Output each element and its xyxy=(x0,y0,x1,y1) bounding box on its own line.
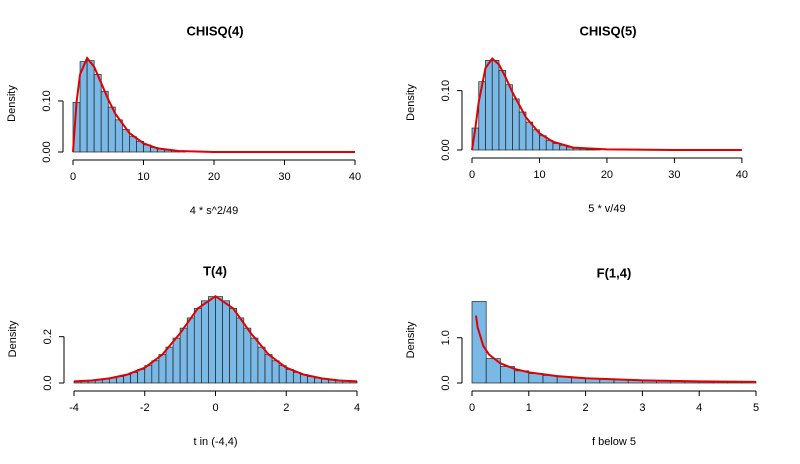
histogram-bar xyxy=(129,136,137,153)
histogram-bar xyxy=(552,143,561,151)
y-tick-label: 0.00 xyxy=(41,141,53,162)
density-curve xyxy=(72,56,355,153)
x-tick-label: 5 xyxy=(753,402,759,414)
histogram-bar xyxy=(518,111,527,151)
histogram-bar xyxy=(186,317,195,384)
x-axis-label: t in (-4,4) xyxy=(193,436,237,448)
histogram-bar xyxy=(229,308,238,384)
histogram-bar xyxy=(525,121,534,151)
histogram-bar xyxy=(271,360,280,384)
density-curve xyxy=(73,294,358,383)
y-tick-label: 0.2 xyxy=(42,329,54,344)
histogram-bar xyxy=(208,296,216,384)
x-tick-label: 40 xyxy=(736,169,748,181)
x-tick-label: 40 xyxy=(349,171,361,183)
x-tick-label: 0 xyxy=(469,169,475,181)
x-tick-label: 20 xyxy=(601,169,613,181)
x-axis-label: 5 * v/49 xyxy=(588,203,625,215)
y-axis-label: Density xyxy=(405,84,417,121)
chart-panel: T(4) -4 -2 0 2 4 t in (-4,4) 0.0 0.2 Density xyxy=(7,263,360,447)
x-tick-label: 4 xyxy=(696,402,702,414)
x-tick-label: 0 xyxy=(212,402,218,414)
x-tick-label: 3 xyxy=(639,402,645,414)
histogram-bar xyxy=(222,300,230,384)
histogram-bar xyxy=(485,59,493,151)
histogram-bar xyxy=(165,346,174,384)
panel-title: F(1,4) xyxy=(597,265,632,280)
y-tick-label: 0.0 xyxy=(440,375,452,390)
x-tick-label: 1 xyxy=(526,402,532,414)
x-tick-label: 2 xyxy=(583,402,589,414)
y-tick-label: 1.0 xyxy=(440,330,452,345)
histogram-bar xyxy=(100,90,109,153)
x-tick-label: 4 xyxy=(354,402,360,414)
x-axis-label: f below 5 xyxy=(592,436,636,448)
y-tick-label: 0.10 xyxy=(41,90,53,111)
histogram-bar xyxy=(130,371,139,384)
histogram-bar xyxy=(505,84,513,151)
histogram-bar xyxy=(114,119,123,153)
histogram-bar xyxy=(471,301,487,384)
histogram-bar xyxy=(512,98,520,151)
histogram-bar xyxy=(137,368,146,384)
y-axis-label: Density xyxy=(7,320,19,357)
histogram-bar xyxy=(257,346,266,384)
histogram-bar xyxy=(278,365,287,384)
density-curve xyxy=(474,315,757,383)
histogram-bar xyxy=(193,308,202,384)
histogram-bar xyxy=(93,74,102,153)
histogram-bar xyxy=(201,300,209,384)
x-tick-label: 30 xyxy=(668,169,680,181)
histogram-bar xyxy=(498,70,507,151)
x-tick-label: 0 xyxy=(469,402,475,414)
histogram-bar xyxy=(264,354,273,384)
x-tick-label: 2 xyxy=(283,402,289,414)
y-tick-label: 0.10 xyxy=(440,80,452,101)
chart-panel: CHISQ(4) 0 10 20 30 40 4 * s^2/49 0.00 0.10 Densi… xyxy=(6,23,361,216)
x-tick-label: 20 xyxy=(208,171,220,183)
histogram-bar xyxy=(292,371,301,384)
histogram-bar xyxy=(285,368,294,384)
density-curve xyxy=(471,57,742,151)
histogram-bar xyxy=(79,61,88,153)
histogram-bar xyxy=(243,327,252,384)
x-tick-label: 30 xyxy=(278,171,290,183)
x-axis-label: 4 * s^2/49 xyxy=(190,205,239,217)
histogram-bar xyxy=(158,354,167,384)
histogram-bar xyxy=(144,365,153,384)
histogram-bar xyxy=(151,360,160,384)
histogram-bar xyxy=(215,296,223,384)
histogram-bar xyxy=(250,337,259,384)
y-axis-label: Density xyxy=(405,321,417,358)
histogram-bar xyxy=(179,327,188,384)
y-axis-label: Density xyxy=(6,85,18,122)
y-tick-label: 0.0 xyxy=(42,375,54,390)
x-tick-label: -4 xyxy=(69,402,79,414)
histogram-bar xyxy=(491,59,500,151)
x-tick-label: 0 xyxy=(70,171,76,183)
chart-panel: F(1,4) 0 1 2 3 4 5 f below 5 0.0 1.0 Density xyxy=(405,265,759,447)
x-tick-label: 10 xyxy=(533,169,545,181)
x-tick-label: -2 xyxy=(140,402,150,414)
y-tick-label: 0.00 xyxy=(440,139,452,160)
histogram-bar xyxy=(528,373,544,384)
chart-panel: CHISQ(5) 0 10 20 30 40 5 * v/49 0.00 0.10 Density xyxy=(405,23,748,214)
x-tick-label: 10 xyxy=(137,171,149,183)
panel-title: CHISQ(5) xyxy=(579,23,636,38)
panel-title: CHISQ(4) xyxy=(186,23,243,38)
histogram-bar xyxy=(86,60,95,153)
panel-title: T(4) xyxy=(203,263,227,278)
histogram-bar xyxy=(236,317,245,384)
histogram-bar xyxy=(172,337,181,384)
